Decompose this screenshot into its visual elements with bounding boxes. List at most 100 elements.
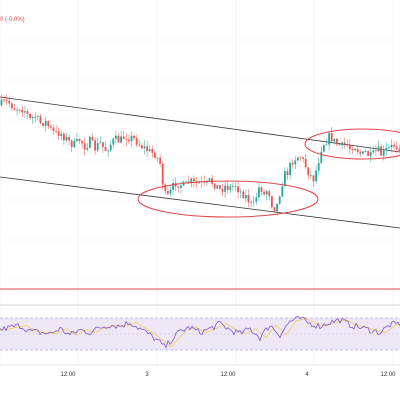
candle-body — [312, 175, 315, 182]
rsi-ma-line — [0, 318, 400, 348]
candle-body — [224, 185, 226, 192]
candle-body — [299, 157, 302, 159]
candle-body — [180, 185, 182, 188]
candle-body — [242, 191, 245, 199]
candle-body — [73, 140, 76, 148]
rsi-pane — [0, 315, 400, 351]
candle-body — [133, 135, 135, 139]
candle-body — [78, 138, 81, 142]
candle-body — [143, 146, 146, 149]
candle-body — [13, 108, 16, 111]
candle-body — [252, 201, 255, 203]
candle-body — [164, 184, 167, 192]
candle-body — [21, 109, 24, 113]
candle-body — [385, 147, 388, 151]
candle-body — [343, 142, 346, 144]
candle-body — [177, 186, 180, 188]
candle-body — [109, 144, 112, 151]
candle-body — [380, 146, 382, 156]
candle-body — [138, 144, 141, 146]
candle-body — [57, 131, 60, 136]
candle-body — [94, 140, 96, 151]
legend-change-text: 0 (-0.0%) — [0, 17, 25, 23]
candle-body — [349, 144, 351, 150]
candle-body — [91, 136, 94, 141]
candle-body — [315, 170, 317, 182]
candle-body — [245, 195, 247, 199]
resistance-ellipse[interactable] — [304, 128, 400, 160]
candle-body — [291, 162, 294, 165]
candle-body — [323, 145, 325, 152]
candle-body — [320, 151, 323, 163]
candle-body — [89, 136, 91, 148]
candle-body — [328, 133, 330, 145]
candle-body — [167, 191, 169, 194]
candle-body — [141, 145, 143, 149]
candle-body — [151, 149, 154, 153]
time-label-1: 12:00 — [60, 372, 76, 378]
candle-body — [284, 171, 286, 187]
candle-body — [330, 133, 333, 142]
time-label-2: 3 — [145, 372, 149, 378]
channel-lower-line[interactable] — [0, 176, 400, 229]
candle-body — [148, 149, 151, 152]
candle-body — [26, 111, 29, 114]
candle-body — [24, 111, 26, 113]
candle-body — [60, 133, 63, 136]
candle-body — [104, 147, 107, 151]
candle-body — [213, 183, 216, 189]
candle-body — [190, 178, 193, 184]
candle-body — [281, 186, 284, 197]
candle-body — [65, 136, 68, 141]
candle-body — [398, 148, 400, 151]
candle-body — [11, 103, 13, 109]
candle-body — [297, 157, 299, 161]
candle-body — [317, 162, 320, 171]
candle-body — [159, 157, 161, 164]
candle-body — [302, 157, 304, 159]
candle-body — [372, 150, 375, 153]
candle-body — [198, 181, 200, 184]
candle-body — [0, 99, 3, 106]
candles — [0, 93, 400, 216]
candle-body — [154, 152, 156, 158]
candle-body — [76, 138, 78, 141]
candle-body — [359, 151, 362, 154]
candle-body — [70, 140, 73, 148]
candle-body — [130, 135, 133, 142]
candle-body — [229, 186, 232, 190]
candle-body — [16, 109, 18, 111]
candle-body — [260, 187, 263, 192]
candle-body — [258, 187, 260, 198]
candle-body — [135, 138, 138, 145]
candle-body — [310, 175, 312, 177]
candle-body — [325, 144, 328, 146]
candle-body — [351, 149, 354, 151]
candle-body — [63, 133, 65, 141]
candle-body — [333, 138, 336, 142]
candle-body — [393, 144, 395, 147]
candle-body — [120, 136, 122, 143]
candle-body — [356, 149, 359, 152]
candle-body — [122, 136, 125, 139]
channel-upper-line[interactable] — [0, 96, 400, 153]
candle-body — [216, 185, 219, 189]
candle-body — [39, 116, 42, 124]
candle-body — [50, 126, 52, 128]
candle-body — [55, 130, 57, 132]
candle-body — [271, 196, 273, 208]
candle-body — [172, 182, 174, 190]
support-ellipse[interactable] — [137, 180, 319, 218]
candle-body — [193, 178, 195, 182]
candle-body — [156, 157, 159, 159]
candle-body — [234, 185, 237, 187]
time-label-5: 12:00 — [380, 372, 396, 378]
candle-body — [226, 185, 229, 190]
candle-body — [112, 138, 115, 145]
candle-body — [68, 136, 70, 141]
candle-body — [247, 195, 250, 203]
candle-body — [232, 185, 234, 187]
candle-body — [382, 150, 385, 156]
